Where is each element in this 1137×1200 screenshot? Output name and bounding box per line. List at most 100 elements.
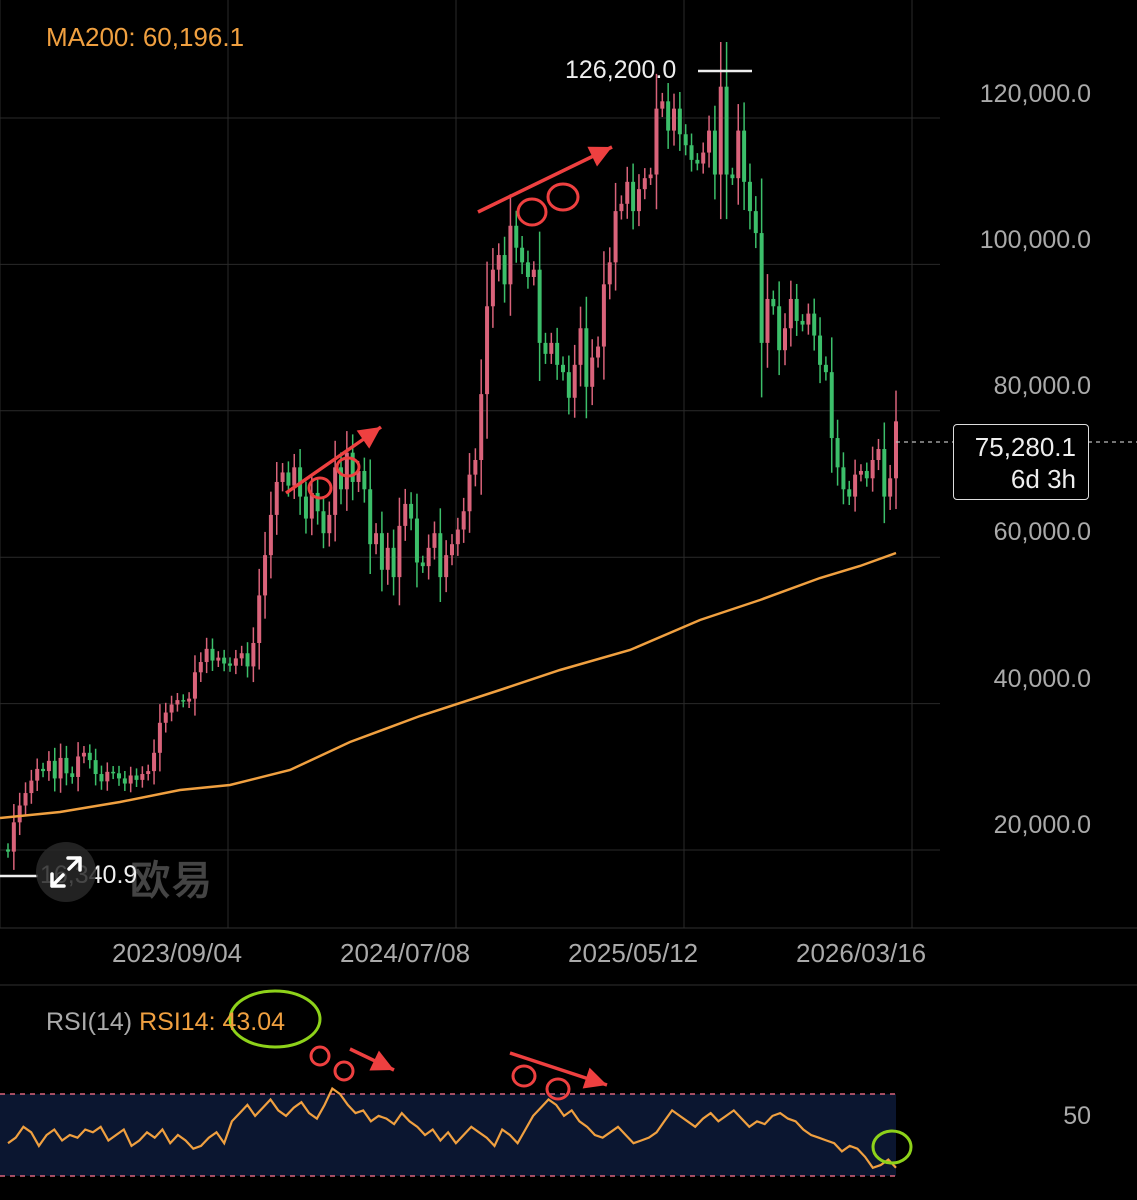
candle-body bbox=[794, 298, 799, 321]
ma200-curve bbox=[0, 551, 897, 820]
candle-body bbox=[572, 364, 577, 398]
candle-body bbox=[239, 653, 244, 659]
rsi-circle bbox=[333, 1060, 355, 1082]
candle-body bbox=[788, 298, 793, 329]
candle-body bbox=[841, 467, 846, 490]
candle-body bbox=[169, 704, 174, 713]
candle-body bbox=[555, 342, 560, 365]
candle-body bbox=[876, 449, 881, 460]
highlight-circle bbox=[546, 182, 580, 212]
ma200-label: MA200: 60,196.1 bbox=[46, 22, 245, 52]
candle-body bbox=[666, 101, 671, 131]
candle-body bbox=[344, 452, 349, 490]
candle-body bbox=[753, 211, 758, 234]
candle-countdown: 6d 3h bbox=[1010, 464, 1076, 494]
candle-body bbox=[385, 547, 390, 570]
highlight-circle bbox=[335, 456, 361, 478]
candle-body bbox=[625, 181, 630, 204]
rsi-header: RSI(14) RSI14: 43.04 bbox=[46, 1008, 285, 1037]
candle-body bbox=[128, 775, 133, 784]
candle-body bbox=[105, 771, 110, 782]
candle-body bbox=[672, 108, 676, 131]
candle-body bbox=[274, 481, 279, 515]
candle-body bbox=[636, 189, 641, 212]
x-tick-label: 2024/07/08 bbox=[340, 938, 471, 968]
candle-body bbox=[93, 760, 98, 775]
candle-body bbox=[531, 269, 536, 277]
rsi-level-label: 50 bbox=[1063, 1102, 1091, 1130]
rsi-circle bbox=[511, 1064, 537, 1088]
candle-body bbox=[99, 774, 104, 782]
candle-body bbox=[391, 547, 396, 578]
y-tick-label: 20,000.0 bbox=[993, 811, 1091, 839]
candle-body bbox=[204, 648, 209, 663]
trend-arrow bbox=[477, 145, 613, 214]
candle-body bbox=[426, 547, 431, 567]
candle-body bbox=[122, 778, 127, 784]
rsi-trend-arrow-head bbox=[582, 1067, 607, 1089]
candle-body bbox=[216, 657, 221, 661]
candle-body bbox=[350, 452, 355, 482]
candle-body bbox=[829, 372, 834, 439]
candle-body bbox=[409, 503, 414, 519]
candle-body bbox=[303, 496, 308, 519]
candle-body bbox=[648, 174, 653, 179]
candle-body bbox=[403, 503, 408, 526]
candle-body bbox=[87, 752, 92, 761]
ma200-line bbox=[0, 551, 897, 820]
candle-body bbox=[712, 130, 717, 175]
candle-body bbox=[64, 757, 69, 774]
rsi-line bbox=[7, 1086, 897, 1170]
candle-body bbox=[374, 533, 379, 545]
x-tick-label: 2026/03/16 bbox=[796, 938, 927, 968]
candle-body bbox=[771, 298, 776, 307]
candle-body bbox=[823, 364, 828, 373]
candle-body bbox=[397, 525, 402, 578]
expand-button[interactable] bbox=[36, 842, 96, 902]
candle-body bbox=[631, 181, 636, 212]
candle-body bbox=[111, 771, 116, 774]
rsi-value-highlight bbox=[228, 989, 322, 1049]
candle-body bbox=[175, 700, 180, 705]
candle-body bbox=[473, 460, 478, 475]
candle-body bbox=[537, 269, 542, 343]
candle-body bbox=[467, 474, 472, 512]
candle-body bbox=[461, 511, 466, 530]
candle-body bbox=[479, 394, 484, 460]
candle-body bbox=[192, 672, 197, 699]
candle-body bbox=[596, 346, 601, 358]
candle-body bbox=[724, 86, 729, 175]
candle-body bbox=[742, 130, 747, 182]
candle-body bbox=[198, 662, 203, 673]
candle-body bbox=[747, 181, 752, 212]
candle-body bbox=[58, 757, 63, 779]
grid bbox=[0, 0, 1137, 986]
candle-body bbox=[233, 658, 238, 666]
candle-body bbox=[514, 225, 519, 248]
candle-body bbox=[327, 514, 332, 534]
rsi-name: RSI(14) bbox=[46, 1008, 133, 1036]
candle-body bbox=[689, 145, 694, 160]
candle-body bbox=[321, 511, 326, 534]
candle-body bbox=[683, 134, 688, 146]
candle-body bbox=[286, 472, 291, 486]
candle-body bbox=[362, 470, 367, 490]
candle-body bbox=[432, 533, 437, 548]
x-tick-label: 2025/05/12 bbox=[568, 938, 699, 968]
candles bbox=[0, 42, 1137, 878]
candle-body bbox=[561, 364, 565, 373]
candle-body bbox=[152, 752, 157, 772]
candle-body bbox=[450, 544, 454, 556]
candle-body bbox=[6, 849, 10, 852]
x-tick-label: 2023/09/04 bbox=[112, 938, 243, 968]
candle-body bbox=[444, 555, 449, 578]
candle-body bbox=[812, 313, 817, 336]
candle-body bbox=[257, 595, 262, 643]
candle-body bbox=[496, 255, 501, 270]
highest-price-label: 126,200.0 bbox=[565, 56, 677, 84]
candle-body bbox=[818, 335, 823, 365]
highlight-circle bbox=[307, 476, 333, 500]
candle-body bbox=[356, 470, 361, 482]
candle-body bbox=[17, 805, 22, 823]
rsi-end-highlight bbox=[871, 1129, 913, 1165]
